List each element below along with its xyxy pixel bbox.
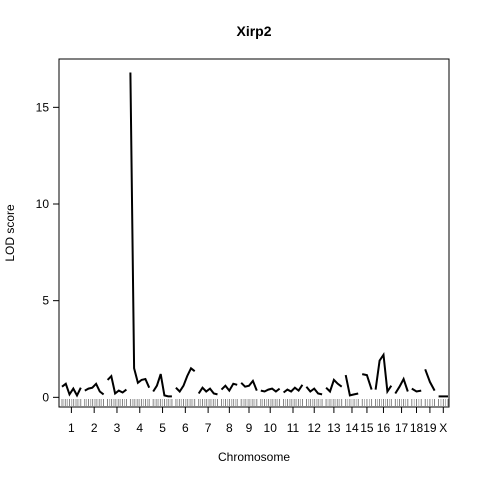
plot-frame (58, 58, 450, 408)
lod-line-chr-2 (84, 382, 105, 396)
lod-line-chr-16 (374, 351, 393, 395)
y-tick-label: 5 (42, 294, 49, 308)
y-axis-label: LOD score (3, 204, 17, 262)
lod-line-chr-10 (260, 387, 281, 393)
x-tick-label-chr-18: 18 (410, 421, 424, 435)
lod-line-chr-7 (197, 386, 218, 396)
x-tick-label-chr-4: 4 (136, 421, 143, 435)
x-tick-label-chr-1: 1 (68, 421, 75, 435)
y-tick-label: 10 (36, 197, 50, 211)
x-tick-label-chr-6: 6 (182, 421, 189, 435)
lod-line-chr-12 (305, 386, 323, 396)
x-tick-label-chr-16: 16 (377, 421, 391, 435)
lod-line-chr-19 (424, 368, 436, 392)
y-tick-label: 15 (36, 100, 50, 114)
lod-line-chr-5 (152, 373, 172, 398)
lod-line-chr-18 (411, 387, 422, 393)
x-tick-label-chr-X: X (439, 421, 447, 435)
x-tick-label-chr-19: 19 (423, 421, 437, 435)
lod-line-chr-3 (106, 374, 128, 396)
lod-line-chr-6 (175, 366, 196, 394)
lod-line-chr-4 (129, 72, 151, 389)
marker-rug (61, 399, 449, 406)
x-tick-label-chr-15: 15 (360, 421, 374, 435)
chart-title: Xirp2 (236, 23, 271, 39)
lod-line-chr-14 (344, 374, 359, 397)
lod-series (61, 72, 448, 398)
lod-line-chr-9 (240, 378, 258, 391)
lod-line-chr-13 (325, 378, 343, 394)
x-tick-label-chr-9: 9 (246, 421, 253, 435)
lod-line-chr-8 (220, 382, 238, 393)
x-tick-label-chr-13: 13 (327, 421, 341, 435)
x-tick-label-chr-14: 14 (345, 421, 359, 435)
x-tick-label-chr-2: 2 (91, 421, 98, 435)
x-axis: 1 2 3 4 5 6 7 8 9 10 11 12 13 14 15 16 17 18 19 X (68, 407, 447, 435)
y-axis: 0 5 10 15 (36, 100, 59, 404)
x-tick-label-chr-5: 5 (159, 421, 166, 435)
x-tick-label-chr-12: 12 (308, 421, 322, 435)
lod-line-chr-17 (394, 376, 409, 395)
x-tick-label-chr-3: 3 (114, 421, 121, 435)
y-tick-label: 0 (42, 390, 49, 404)
x-axis-label: Chromosome (218, 450, 290, 464)
x-tick-label-chr-7: 7 (205, 421, 212, 435)
x-tick-label-chr-8: 8 (226, 421, 233, 435)
x-tick-label-chr-11: 11 (287, 421, 300, 435)
x-tick-label-chr-10: 10 (264, 421, 278, 435)
lod-line-chr-15 (361, 373, 373, 390)
x-tick-label-chr-17: 17 (395, 421, 409, 435)
lod-line-chr-1 (61, 382, 82, 398)
lod-line-chr-11 (282, 384, 304, 394)
